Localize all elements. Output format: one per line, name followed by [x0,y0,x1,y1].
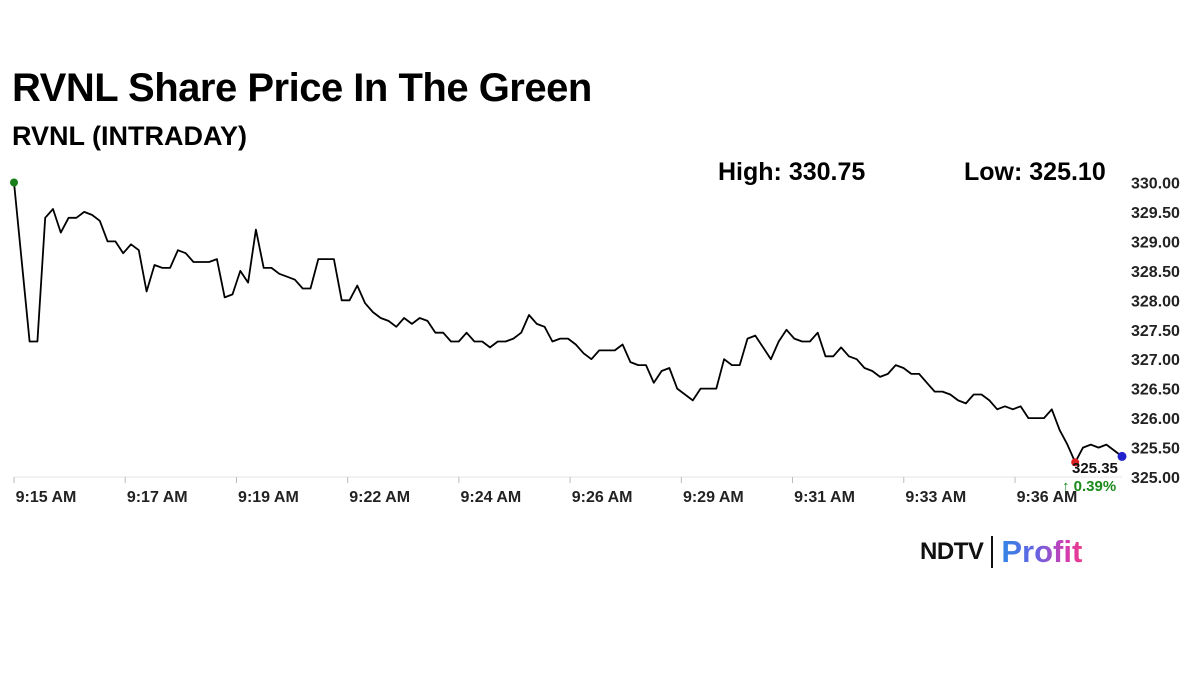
low-price-marker [1071,458,1080,467]
y-tick-label: 327.00 [1131,352,1180,369]
ndtv-profit-logo: NDTV Profit [920,534,1082,570]
chart-subtitle: RVNL (INTRADAY) [12,121,248,151]
last-price-label: 325.35 [1072,460,1118,477]
price-series-line [13,181,1123,464]
x-tick-label: 9:33 AM [905,489,966,506]
x-tick-label: 9:31 AM [794,489,855,506]
x-tick-label: 9:26 AM [572,489,633,506]
x-tick-label: 9:15 AM [16,489,77,506]
x-tick-label: 9:17 AM [127,489,188,506]
low-price-label: Low: 325.10 [964,158,1106,186]
chart-title: RVNL Share Price In The Green [12,66,592,110]
x-tick-label: 9:36 AM [1017,489,1078,506]
y-tick-label: 326.00 [1131,411,1180,428]
y-tick-label: 328.00 [1131,293,1180,310]
y-tick-label: 327.50 [1131,323,1180,340]
y-tick-label: 328.50 [1131,264,1180,281]
ndtv-wordmark: NDTV [920,538,984,565]
y-tick-label: 329.00 [1131,234,1180,251]
logo-divider [991,536,994,568]
open-price-marker [10,178,18,187]
x-tick-label: 9:22 AM [349,489,410,506]
x-tick-label: 9:29 AM [683,489,744,506]
x-tick-label: 9:19 AM [238,489,299,506]
last-price-marker [1117,451,1127,461]
y-tick-label: 325.50 [1131,441,1180,458]
high-price-label: High: 330.75 [718,158,866,186]
y-tick-label: 330.00 [1131,176,1180,193]
price-change-label: ↑ 0.39% [1062,478,1116,495]
y-tick-label: 326.50 [1131,382,1180,399]
y-tick-label: 325.00 [1131,470,1180,487]
x-tick-label: 9:24 AM [461,489,522,506]
y-tick-label: 329.50 [1131,205,1180,222]
profit-wordmark: Profit [1001,534,1083,569]
